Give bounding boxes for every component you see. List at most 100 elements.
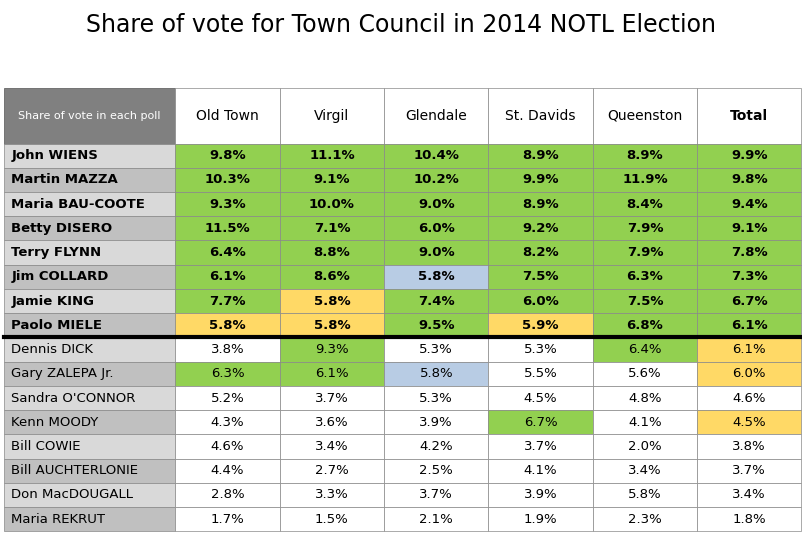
Bar — [488, 459, 592, 483]
Bar — [488, 88, 592, 144]
Bar — [279, 192, 383, 216]
Text: 9.8%: 9.8% — [730, 174, 767, 186]
Text: 5.9%: 5.9% — [521, 319, 558, 332]
Bar — [175, 240, 279, 265]
Bar — [175, 313, 279, 337]
Text: Old Town: Old Town — [196, 109, 259, 123]
Bar — [696, 483, 800, 507]
Bar — [383, 434, 488, 459]
Bar — [4, 507, 175, 531]
Text: 9.0%: 9.0% — [417, 198, 454, 210]
Bar — [279, 240, 383, 265]
Text: 3.8%: 3.8% — [211, 343, 244, 356]
Text: 7.1%: 7.1% — [314, 222, 350, 235]
Text: 9.8%: 9.8% — [209, 149, 245, 162]
Bar — [175, 289, 279, 313]
Text: Maria BAU-COOTE: Maria BAU-COOTE — [11, 198, 145, 210]
Bar — [383, 192, 488, 216]
Text: 5.8%: 5.8% — [314, 319, 350, 332]
Bar — [592, 88, 696, 144]
Bar — [4, 313, 175, 337]
Bar — [175, 459, 279, 483]
Bar — [4, 410, 175, 434]
Text: 6.4%: 6.4% — [627, 343, 661, 356]
Text: Queenston: Queenston — [606, 109, 682, 123]
Text: 3.4%: 3.4% — [314, 440, 348, 453]
Text: Bill AUCHTERLONIE: Bill AUCHTERLONIE — [11, 464, 138, 477]
Text: Terry FLYNN: Terry FLYNN — [11, 246, 101, 259]
Bar — [592, 386, 696, 410]
Text: 5.6%: 5.6% — [627, 367, 661, 380]
Bar — [696, 434, 800, 459]
Text: 7.9%: 7.9% — [626, 246, 662, 259]
Text: 10.0%: 10.0% — [309, 198, 354, 210]
Bar — [592, 289, 696, 313]
Text: 1.7%: 1.7% — [210, 513, 244, 525]
Bar — [4, 459, 175, 483]
Bar — [279, 88, 383, 144]
Bar — [592, 507, 696, 531]
Bar — [488, 192, 592, 216]
Text: 3.6%: 3.6% — [314, 416, 348, 429]
Bar — [383, 410, 488, 434]
Text: 7.5%: 7.5% — [521, 270, 558, 284]
Text: 5.2%: 5.2% — [210, 391, 244, 405]
Text: 5.3%: 5.3% — [523, 343, 557, 356]
Text: Dennis DICK: Dennis DICK — [11, 343, 93, 356]
Bar — [279, 289, 383, 313]
Bar — [592, 337, 696, 362]
Text: Share of vote in each poll: Share of vote in each poll — [18, 111, 160, 121]
Text: 10.2%: 10.2% — [413, 174, 459, 186]
Bar — [175, 168, 279, 192]
Bar — [4, 88, 175, 144]
Text: Share of vote for Town Council in 2014 NOTL Election: Share of vote for Town Council in 2014 N… — [87, 13, 715, 37]
Bar — [488, 240, 592, 265]
Text: 3.9%: 3.9% — [523, 489, 557, 501]
Bar — [279, 507, 383, 531]
Bar — [383, 216, 488, 240]
Text: 2.5%: 2.5% — [419, 464, 452, 477]
Text: St. Davids: St. Davids — [504, 109, 575, 123]
Text: Betty DISERO: Betty DISERO — [11, 222, 112, 235]
Bar — [279, 168, 383, 192]
Bar — [279, 313, 383, 337]
Text: 3.4%: 3.4% — [731, 489, 765, 501]
Text: 9.3%: 9.3% — [314, 343, 348, 356]
Text: 2.3%: 2.3% — [627, 513, 661, 525]
Bar — [488, 386, 592, 410]
Text: 4.2%: 4.2% — [419, 440, 452, 453]
Text: 7.3%: 7.3% — [730, 270, 767, 284]
Bar — [4, 386, 175, 410]
Text: 6.1%: 6.1% — [209, 270, 245, 284]
Bar — [696, 459, 800, 483]
Bar — [4, 216, 175, 240]
Text: 8.9%: 8.9% — [521, 149, 558, 162]
Text: 10.3%: 10.3% — [205, 174, 250, 186]
Bar — [488, 434, 592, 459]
Text: 4.8%: 4.8% — [627, 391, 661, 405]
Bar — [4, 240, 175, 265]
Text: 9.2%: 9.2% — [521, 222, 558, 235]
Bar — [175, 265, 279, 289]
Bar — [592, 144, 696, 168]
Text: 9.9%: 9.9% — [730, 149, 767, 162]
Bar — [488, 265, 592, 289]
Bar — [696, 216, 800, 240]
Text: 8.9%: 8.9% — [521, 198, 558, 210]
Bar — [488, 362, 592, 386]
Text: 4.1%: 4.1% — [523, 464, 557, 477]
Text: 1.5%: 1.5% — [314, 513, 348, 525]
Bar — [4, 168, 175, 192]
Text: 2.0%: 2.0% — [627, 440, 661, 453]
Text: Jamie KING: Jamie KING — [11, 295, 94, 308]
Text: 2.7%: 2.7% — [314, 464, 348, 477]
Bar — [4, 192, 175, 216]
Text: 5.3%: 5.3% — [419, 391, 452, 405]
Bar — [592, 216, 696, 240]
Text: 6.0%: 6.0% — [417, 222, 454, 235]
Bar — [488, 483, 592, 507]
Bar — [696, 362, 800, 386]
Bar — [383, 168, 488, 192]
Bar — [383, 240, 488, 265]
Bar — [279, 434, 383, 459]
